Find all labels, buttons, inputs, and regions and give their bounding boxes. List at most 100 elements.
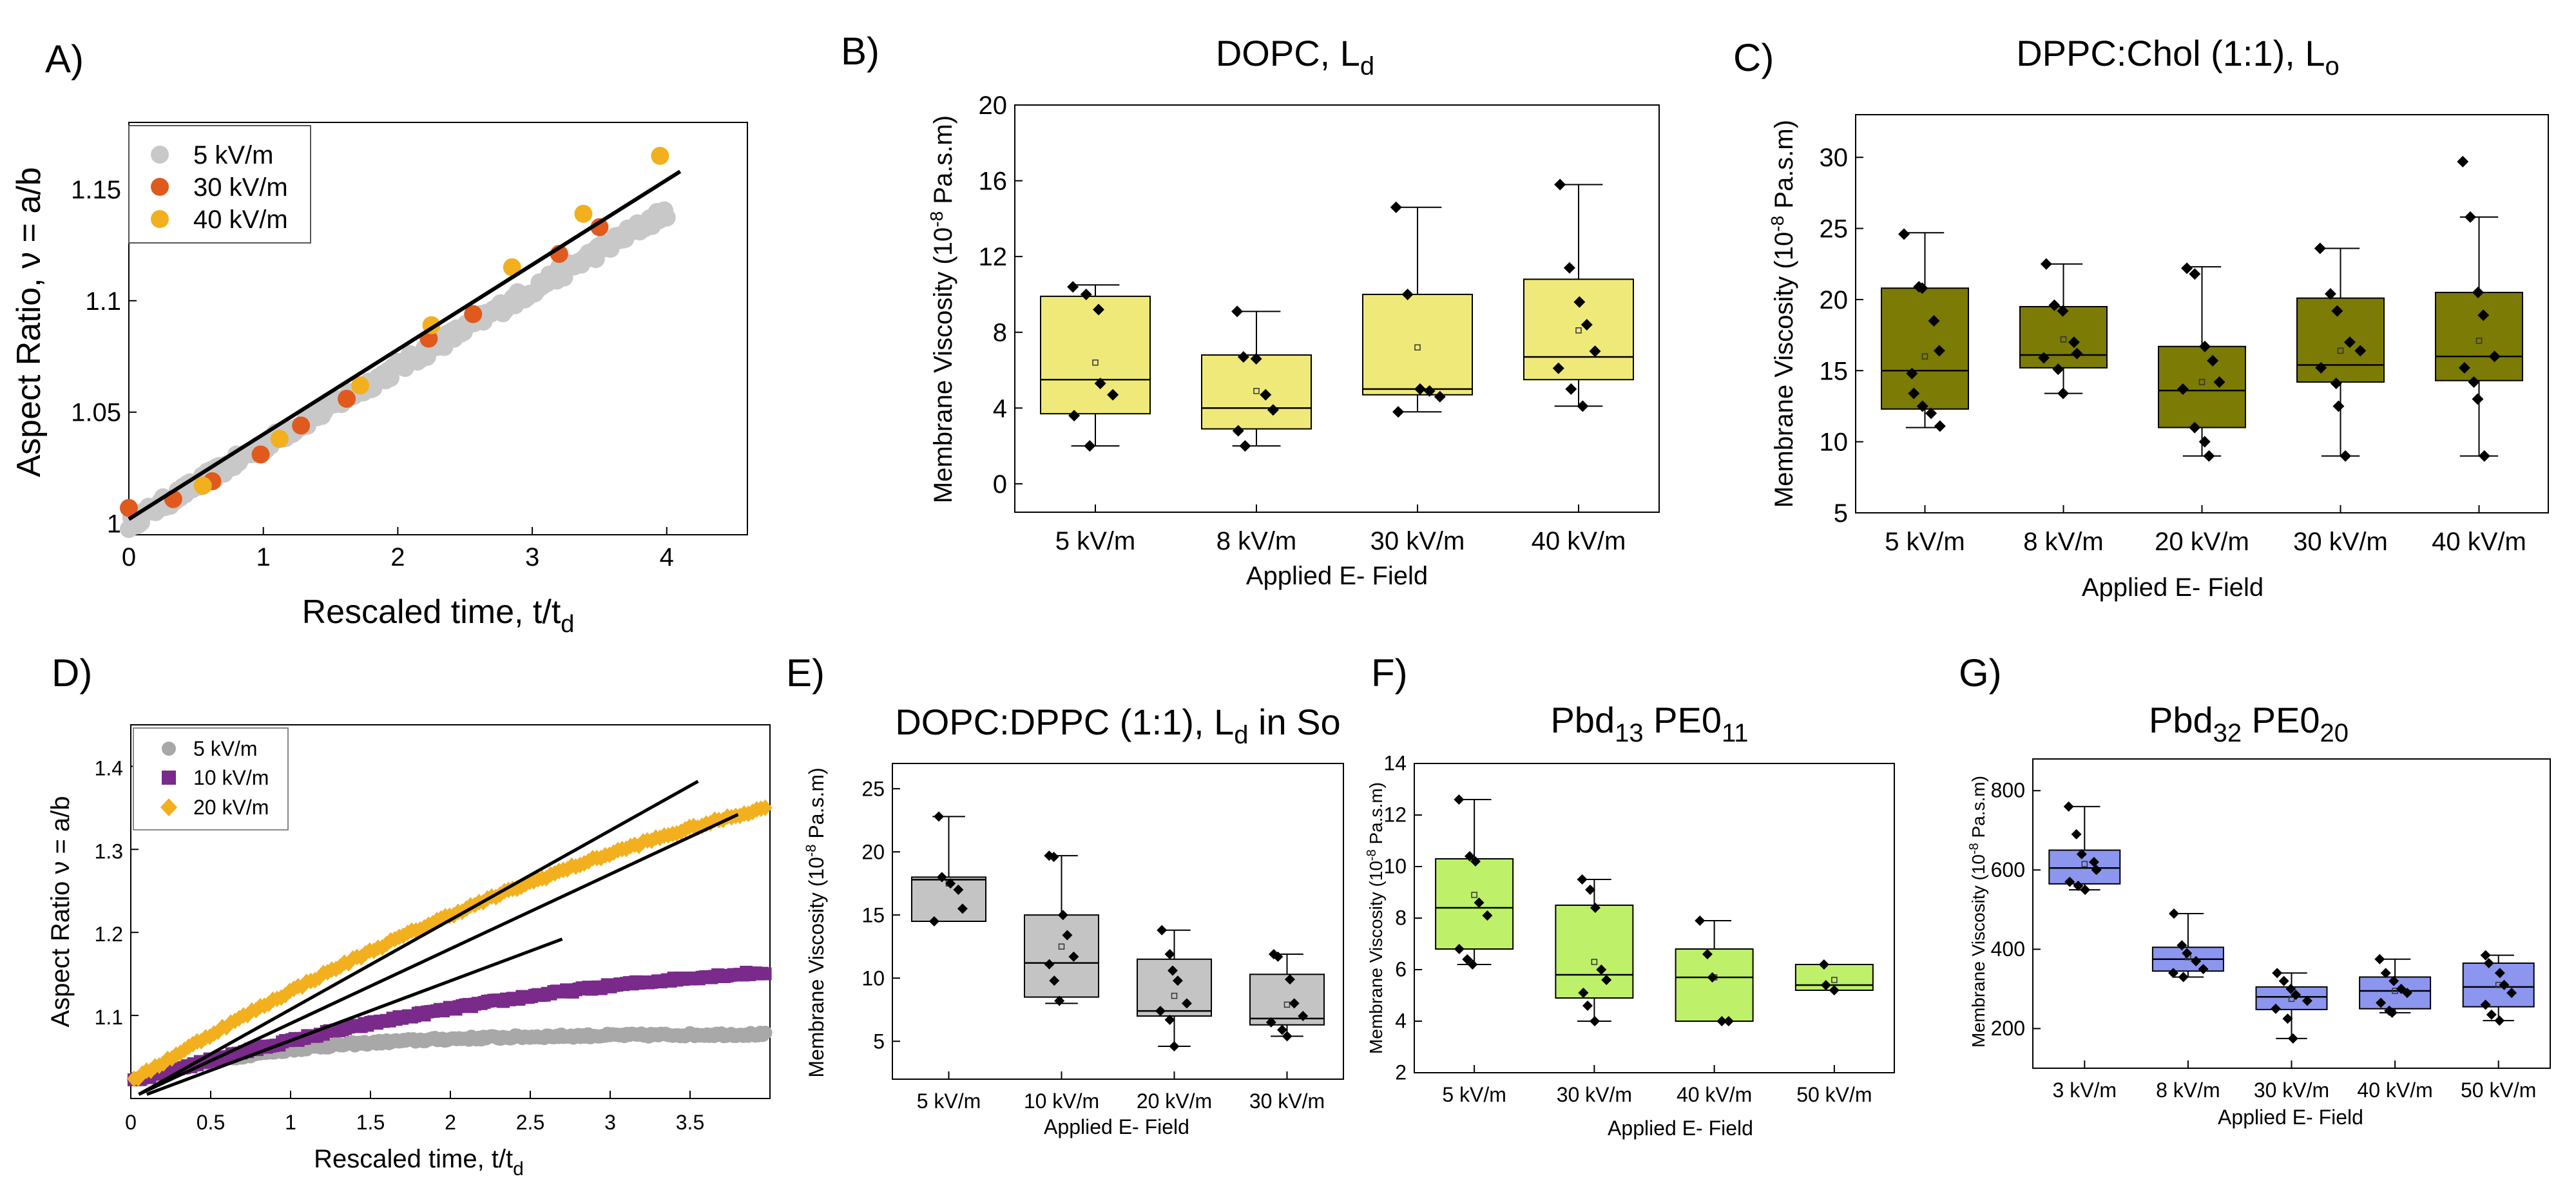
panel-g-data-point: [2088, 857, 2099, 867]
panel-e-data-point: [957, 903, 968, 914]
panel-f-title-sub: 13: [1615, 719, 1644, 747]
panel-e-title: DOPC:DPPC (1:1), Ld in So: [895, 702, 1340, 749]
panel-f-data-point: [1467, 959, 1478, 970]
panel-f-ytick-label: 4: [1395, 1010, 1407, 1033]
panel-d-xtick-label: 1.5: [356, 1111, 385, 1134]
panel-c-mean-marker: [2060, 336, 2067, 343]
panel-g-data-point: [2080, 885, 2091, 896]
panel-g-ylabel-end: Pa.s.m): [1968, 776, 1988, 843]
panel-c-title: DPPC:Chol (1:1), Lo: [2016, 33, 2340, 81]
panel-f-category-label: 50 kV/m: [1796, 1083, 1872, 1106]
panel-c-data-point: [2198, 436, 2211, 448]
marker-a-40kv: [351, 376, 369, 395]
panel-f-category-label: 30 kV/m: [1557, 1083, 1632, 1106]
panel-f-ytick-label: 2: [1395, 1061, 1407, 1084]
panel-g-xlabel: Applied E- Field: [2218, 1106, 2363, 1129]
panel-e-data-point: [1054, 995, 1065, 1006]
panel-g-data-point: [2499, 979, 2510, 990]
legend-a-marker-40kv: [151, 210, 169, 228]
marker-a-5kv: [657, 208, 676, 227]
panel-e-mean-marker: [1171, 992, 1178, 999]
panel-f-data-point: [1707, 972, 1718, 983]
panel-b-data-point: [1390, 201, 1402, 213]
panel-b-title: DOPC, Ld: [1216, 33, 1374, 81]
panel-g-mean-marker: [2288, 995, 2295, 1002]
panel-c-category-label: 20 kV/m: [2155, 528, 2249, 556]
panel-f-ylabel-end: Pa.s.m): [1366, 782, 1386, 849]
panel-g-title-mid: PE0: [2242, 700, 2320, 740]
panel-d-xtick-label: 2.5: [516, 1111, 544, 1134]
panel-c-data-point: [1925, 407, 1937, 419]
panel-g-ylabel: Membrane Viscosity (10-8 Pa.s.m): [1967, 776, 1988, 1048]
panel-f-title: Pbd13 PE011: [1550, 700, 1748, 747]
marker-d-10kv: [758, 967, 772, 981]
panel-c-ytick-label: 10: [1820, 428, 1849, 457]
panel-d-ylabel: Aspect Ratio ν = a/b: [46, 796, 75, 1027]
panel-e-letter: E): [786, 651, 825, 695]
panel-b-data-point: [1581, 318, 1593, 331]
panel-g-data-point: [2483, 957, 2494, 968]
panel-g-ytick-label: 400: [1991, 937, 2025, 961]
panel-b-title-main: DOPC, L: [1216, 33, 1360, 73]
panel-f-data-point: [1584, 885, 1595, 895]
panel-d-legend: 5 kV/m 10 kV/m 20 kV/m: [133, 727, 289, 830]
panel-f-mean-marker: [1471, 892, 1477, 898]
fit-line-d-3: [146, 937, 563, 1096]
panel-a-ytick-label: 1.05: [71, 399, 121, 427]
panel-c-mean-marker: [2475, 338, 2483, 344]
panel-f-category-label: 5 kV/m: [1442, 1083, 1506, 1106]
panel-c-data-point: [2330, 378, 2342, 390]
panel-d-ytick-label: 1.3: [95, 839, 123, 863]
panel-e-plot: 5 10 15 20 25 5 kV/m 10 kV/m 20 kV/m 30 kV/m: [861, 777, 1325, 1113]
panel-e-data-point: [1172, 975, 1183, 986]
panel-c-data-point: [2331, 305, 2343, 317]
panel-g-data-point: [2287, 1033, 2298, 1044]
panel-b-data-point: [1231, 305, 1244, 318]
marker-a-30kv: [338, 389, 356, 408]
panel-f-category-label: 40 kV/m: [1677, 1083, 1752, 1106]
panel-e-data-point: [934, 811, 945, 822]
fit-line-a: [128, 169, 682, 521]
panel-e-data-point: [1276, 1024, 1287, 1035]
panel-e-mean-marker: [1283, 1001, 1291, 1008]
panel-g-data-point: [2270, 1003, 2281, 1014]
panel-c-category-label: 30 kV/m: [2293, 528, 2388, 556]
panel-g-data-point: [2272, 968, 2283, 979]
panel-b-data-point: [1260, 388, 1272, 401]
panel-c-mean-marker: [2337, 347, 2344, 354]
panel-d-xtick-label: 0: [125, 1111, 137, 1134]
panel-g-data-point: [2064, 876, 2075, 887]
panel-b: B) DOPC, Ld 0 4 8 12 16 20 5 kV/m 8 kV/m 30 kV/m…: [841, 30, 1660, 590]
panel-f-data-point: [1818, 959, 1829, 970]
marker-a-40kv: [503, 258, 521, 276]
panel-e-category-label: 5 kV/m: [917, 1089, 981, 1113]
panel-c-ytick-label: 20: [1820, 286, 1849, 314]
panel-g-title-main: Pbd: [2149, 700, 2213, 740]
panel-g-data-point: [2302, 995, 2312, 1006]
panel-g-data-point: [2480, 950, 2491, 961]
panel-g-data-point: [2169, 908, 2180, 919]
panel-g-category-label: 3 kV/m: [2053, 1079, 2117, 1102]
panel-f-data-point: [1601, 975, 1612, 985]
panel-f-ylabel: Membrane Viscosity (10-8 Pa.s.m): [1365, 782, 1386, 1054]
panel-d-xlabel-main: Rescaled time, t/t: [314, 1145, 513, 1173]
panel-a-xtick-label: 1: [256, 543, 271, 571]
panel-e-ylabel-sup: -8: [803, 844, 819, 857]
panel-d-xlabel-sub: d: [513, 1158, 524, 1180]
panel-c-data-point: [2071, 347, 2083, 360]
panel-c-data-point: [1898, 228, 1910, 240]
panel-b-data-point: [1401, 288, 1414, 300]
panel-c-ylabel-main: Membrane Viscosity (10: [1770, 232, 1798, 508]
panel-c-title-main: DPPC:Chol (1:1), L: [2016, 33, 2325, 73]
panel-a-xtick-label: 2: [390, 543, 405, 571]
panel-f-data-point: [1596, 964, 1607, 975]
panel-f-data-point: [1474, 897, 1485, 908]
panel-g-data-point: [2073, 880, 2084, 891]
panel-e-category-label: 10 kV/m: [1024, 1089, 1099, 1113]
panel-g-ytick-label: 800: [1991, 779, 2025, 802]
panel-b-ylabel-main: Membrane Viscosity (10: [929, 227, 957, 503]
panel-e-title-sub: d: [1234, 721, 1248, 749]
legend-a-label-40kv: 40 kV/m: [193, 206, 288, 234]
panel-c-ytick-label: 25: [1820, 215, 1849, 244]
